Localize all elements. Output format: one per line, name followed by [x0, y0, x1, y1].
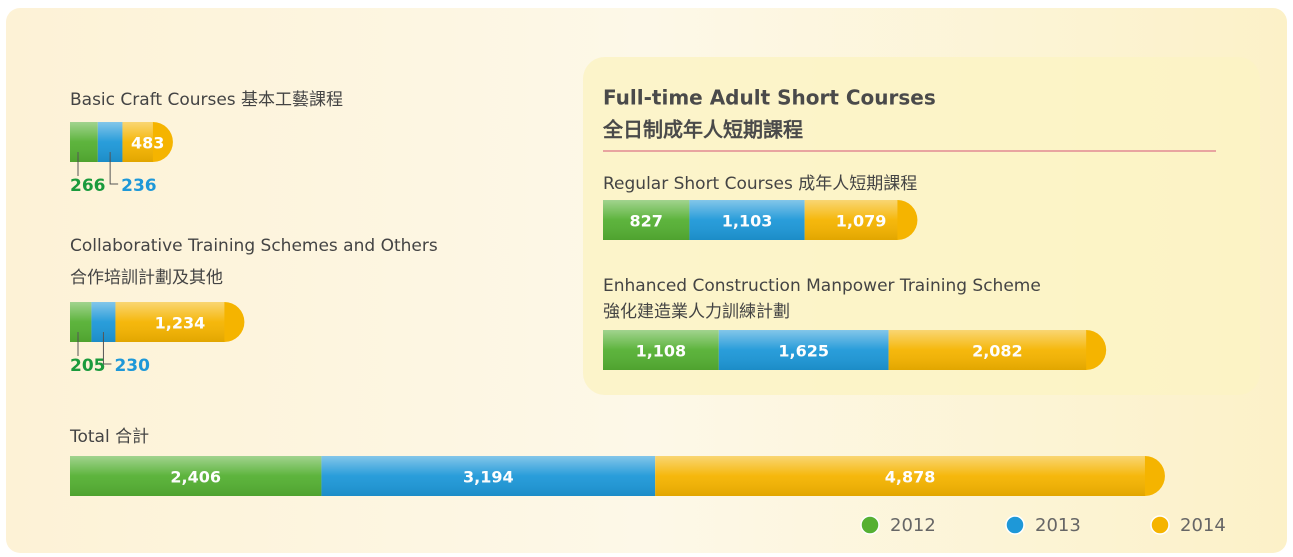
panel: [583, 57, 1260, 395]
chart-subtitle: 合作培訓計劃及其他: [70, 268, 223, 288]
bar-shine: [603, 200, 898, 240]
leader-line: [102, 332, 112, 365]
bar-shine: [603, 330, 1087, 370]
chart-subtitle: 強化建造業人力訓練計劃: [603, 302, 790, 322]
bar-shine: [70, 456, 1145, 496]
chart-title: Collaborative Training Schemes and Other…: [70, 236, 438, 256]
leader-line: [109, 152, 119, 185]
value-label: 205: [70, 356, 106, 376]
legend-label: 2012: [890, 515, 936, 536]
bar-shine: [70, 122, 153, 162]
legend-swatch: [1150, 515, 1170, 535]
legend-label: 2013: [1035, 515, 1081, 536]
group-title: Full-time Adult Short Courses: [603, 86, 936, 110]
value-label: 266: [70, 176, 106, 196]
bar-shine: [70, 302, 225, 342]
group-subtitle: 全日制成年人短期課程: [602, 118, 803, 142]
legend-swatch: [860, 515, 880, 535]
chart-title: Regular Short Courses 成年人短期課程: [603, 174, 917, 194]
legend-swatch: [1005, 515, 1025, 535]
value-label: 236: [121, 176, 156, 196]
chart-title: Total 合計: [69, 427, 149, 447]
chart-title: Basic Craft Courses 基本工藝課程: [70, 90, 343, 110]
value-label: 230: [114, 356, 150, 376]
legend-label: 2014: [1180, 515, 1226, 536]
chart-title: Enhanced Construction Manpower Training …: [603, 276, 1041, 296]
